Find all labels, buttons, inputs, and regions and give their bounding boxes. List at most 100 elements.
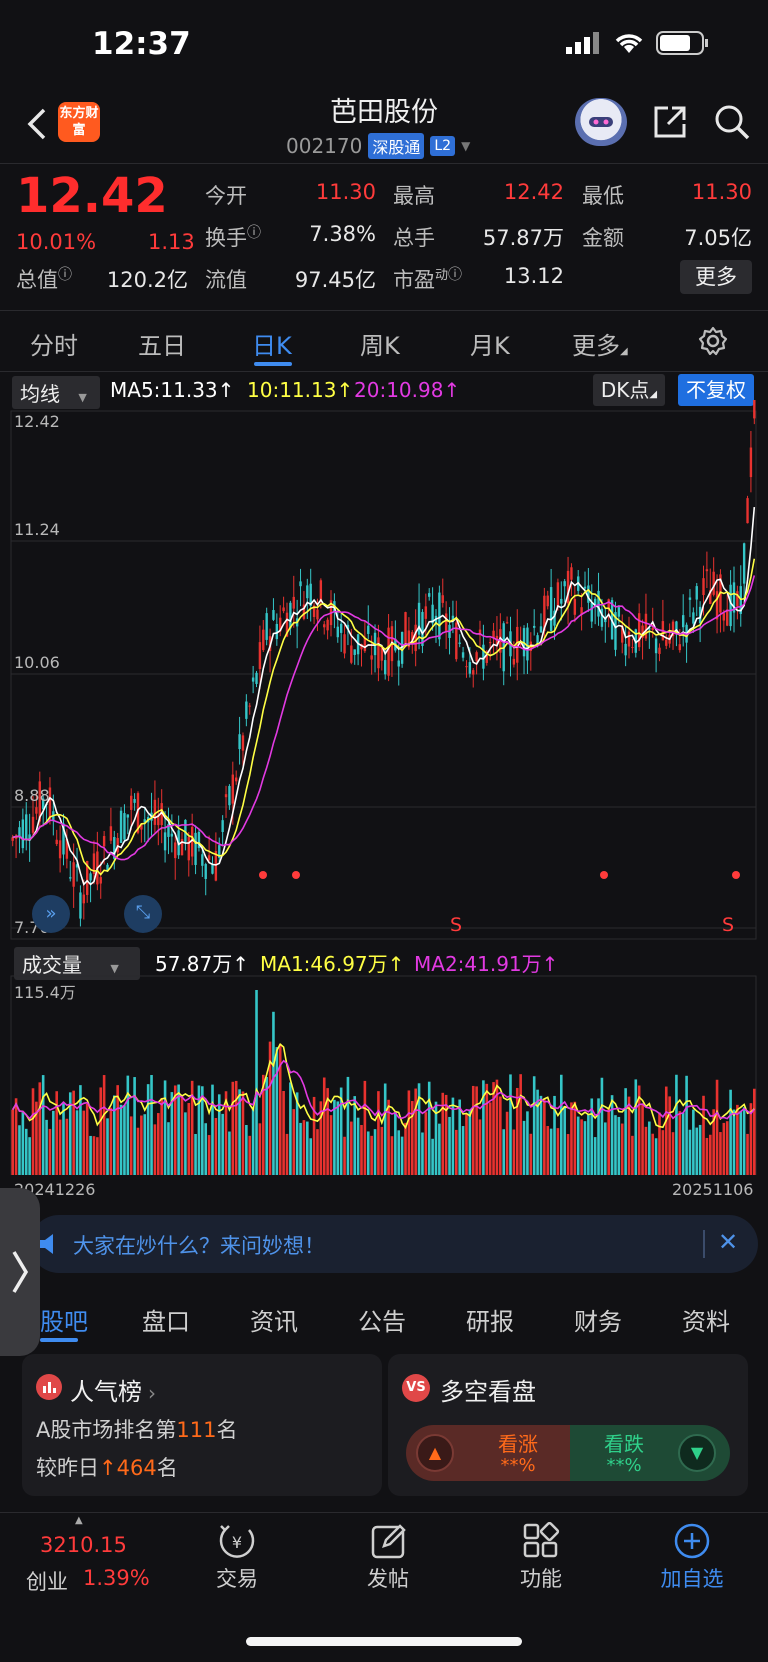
tab-monthly-k[interactable]: 月K bbox=[470, 332, 510, 360]
no-adjust-button[interactable]: 不复权 bbox=[678, 374, 754, 406]
volume-bar bbox=[499, 1096, 502, 1175]
mktcap-value: 120.2亿 bbox=[106, 268, 188, 292]
amount-value: 7.05亿 bbox=[684, 226, 752, 250]
kline-chart[interactable] bbox=[0, 400, 768, 940]
features-icon[interactable] bbox=[522, 1522, 560, 1560]
candle-body bbox=[265, 613, 268, 640]
add-watchlist-icon[interactable] bbox=[673, 1522, 711, 1560]
volume-indicator-dropdown[interactable]: 成交量 ▼ bbox=[14, 947, 140, 980]
volume-bar bbox=[546, 1126, 550, 1175]
ask-banner[interactable] bbox=[30, 1215, 758, 1273]
candle-body bbox=[234, 777, 238, 782]
volume-bar bbox=[109, 1107, 113, 1175]
tab-financials[interactable]: 财务 bbox=[574, 1308, 622, 1336]
candle-body bbox=[41, 798, 45, 810]
last-price: 12.42 bbox=[16, 168, 168, 224]
info-icon[interactable]: ⓘ bbox=[247, 225, 261, 241]
index-change[interactable]: 1.39% bbox=[83, 1566, 150, 1590]
tab-intraday[interactable]: 分时 bbox=[30, 332, 78, 360]
volume-bar bbox=[228, 1131, 231, 1175]
back-icon[interactable] bbox=[22, 104, 52, 144]
low-value: 11.30 bbox=[691, 180, 752, 204]
candle-body bbox=[624, 643, 627, 656]
candle-body bbox=[377, 637, 380, 669]
volume-bar bbox=[482, 1080, 485, 1175]
candle-body bbox=[560, 598, 563, 604]
candle-body bbox=[136, 793, 140, 833]
more-quote-button[interactable]: 更多 bbox=[680, 260, 752, 294]
post-icon[interactable] bbox=[370, 1522, 408, 1560]
collapse-up-icon[interactable]: ▲ bbox=[75, 1515, 83, 1526]
volume-bar bbox=[722, 1122, 726, 1175]
candle-body bbox=[299, 581, 302, 587]
volume-bar bbox=[421, 1132, 424, 1175]
tab-weekly-k[interactable]: 周K bbox=[360, 332, 400, 360]
dk-sell-marker[interactable]: S bbox=[450, 914, 463, 936]
fast-forward-icon[interactable]: » bbox=[32, 895, 70, 933]
volume-bar bbox=[587, 1113, 590, 1175]
tab-profile[interactable]: 资料 bbox=[682, 1308, 730, 1336]
info-icon[interactable]: ⓘ bbox=[448, 267, 463, 283]
volume-bar bbox=[458, 1099, 461, 1175]
volume-bar bbox=[465, 1114, 468, 1175]
add-watchlist-label[interactable]: 加自选 bbox=[660, 1567, 724, 1591]
dk-point-button[interactable]: DK点◢ bbox=[593, 374, 665, 406]
ask-banner-text[interactable]: 大家在炒什么？来问妙想！ bbox=[73, 1234, 325, 1258]
volume-bar bbox=[143, 1114, 147, 1175]
candle-body bbox=[370, 655, 373, 660]
candle-body bbox=[140, 823, 143, 830]
share-icon[interactable] bbox=[650, 102, 690, 142]
tab-announcements[interactable]: 公告 bbox=[358, 1308, 406, 1336]
tab-daily-k[interactable]: 日K bbox=[252, 332, 292, 360]
volume-bar bbox=[573, 1101, 577, 1175]
mktcap-label: 总值ⓘ bbox=[16, 267, 72, 292]
features-label[interactable]: 功能 bbox=[520, 1567, 562, 1591]
tab-news[interactable]: 资讯 bbox=[250, 1308, 298, 1336]
candle-body bbox=[106, 864, 109, 872]
trade-label[interactable]: 交易 bbox=[216, 1567, 258, 1591]
candle-body bbox=[194, 832, 197, 865]
volume-bar bbox=[238, 1089, 241, 1175]
assistant-avatar[interactable] bbox=[575, 98, 627, 146]
candle-body bbox=[553, 610, 556, 626]
tab-guba[interactable]: 股吧 bbox=[40, 1308, 88, 1336]
volume-bar bbox=[410, 1101, 414, 1175]
side-drawer-handle[interactable] bbox=[0, 1188, 40, 1356]
candle-body bbox=[458, 642, 461, 644]
candle-body bbox=[326, 619, 329, 631]
volume-bar bbox=[387, 1099, 390, 1175]
popularity-title[interactable]: 人气榜 › bbox=[70, 1378, 156, 1406]
volume-bar bbox=[404, 1122, 407, 1175]
volume-chart[interactable] bbox=[0, 975, 768, 1175]
candle-body bbox=[180, 839, 184, 856]
volume-bar bbox=[92, 1136, 96, 1175]
dk-sell-marker[interactable]: S bbox=[722, 914, 735, 936]
tab-more-periods[interactable]: 更多◢ bbox=[572, 332, 628, 360]
candle-body bbox=[272, 610, 275, 620]
turnover-rate-label: 换手ⓘ bbox=[205, 225, 261, 250]
popularity-card[interactable] bbox=[22, 1354, 382, 1496]
close-icon[interactable]: ✕ bbox=[718, 1228, 739, 1256]
volume-bar bbox=[102, 1075, 106, 1175]
index-name[interactable]: 创业 bbox=[26, 1570, 68, 1594]
tab-five-day[interactable]: 五日 bbox=[138, 332, 186, 360]
candle-body bbox=[187, 836, 190, 861]
volume-bar bbox=[268, 1041, 272, 1175]
tab-orderbook[interactable]: 盘口 bbox=[142, 1308, 190, 1336]
gear-icon[interactable] bbox=[698, 326, 728, 356]
candle-body bbox=[11, 837, 14, 841]
volume-bar bbox=[353, 1096, 357, 1175]
volume-bar bbox=[116, 1085, 119, 1175]
candle-body bbox=[323, 624, 326, 628]
candle-body bbox=[539, 626, 543, 633]
volume-bar bbox=[38, 1082, 42, 1175]
expand-icon[interactable]: ⤡ bbox=[124, 895, 162, 933]
search-icon[interactable] bbox=[712, 102, 752, 142]
stock-subtitle[interactable]: 002170 深股通 L2 ▼ bbox=[286, 133, 470, 159]
ma-dropdown[interactable]: 均线 ▼ bbox=[12, 376, 100, 409]
post-label[interactable]: 发帖 bbox=[367, 1567, 409, 1591]
index-value[interactable]: 3210.15 bbox=[40, 1533, 127, 1557]
trade-icon[interactable]: ¥ bbox=[217, 1522, 257, 1560]
tab-research[interactable]: 研报 bbox=[466, 1308, 514, 1336]
info-icon[interactable]: ⓘ bbox=[58, 267, 72, 283]
